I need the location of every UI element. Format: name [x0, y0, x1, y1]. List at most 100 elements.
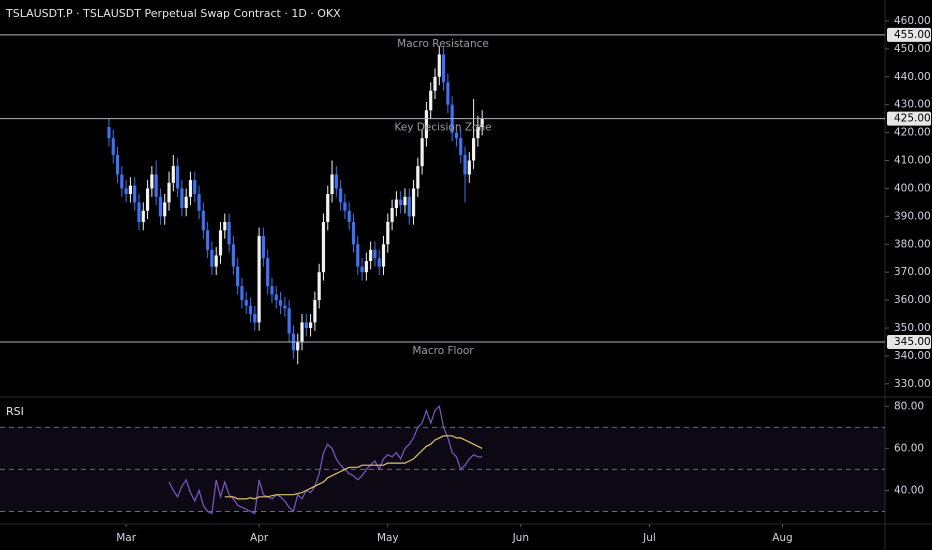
candle-body [411, 188, 416, 217]
candle-body [141, 210, 145, 222]
candle-body [214, 255, 218, 267]
candle-body [424, 110, 429, 139]
y-tick-label: 370.00 [894, 266, 931, 278]
candle-body [257, 235, 261, 323]
candle-body [304, 322, 308, 329]
candle-body [163, 202, 167, 217]
x-tick-label: May [377, 532, 399, 544]
candle-body [223, 221, 227, 231]
candle-body [107, 127, 111, 139]
candle-body [154, 174, 158, 197]
candle-body [120, 174, 124, 189]
candle-body [278, 300, 283, 306]
x-tick-label: Mar [116, 532, 136, 544]
y-tick-label: 390.00 [894, 210, 931, 222]
candle-body [137, 202, 141, 222]
candle-body [167, 182, 171, 203]
candle-body [369, 249, 373, 262]
candle-body [210, 249, 214, 267]
level-label-box [887, 27, 931, 42]
y-tick-label: 350.00 [894, 322, 931, 334]
candle-body [184, 196, 188, 208]
x-tick-label: Apr [250, 532, 269, 544]
candle-body [197, 194, 201, 211]
y-tick-label: 360.00 [894, 294, 931, 306]
candle-body [364, 261, 368, 273]
candle-body [231, 244, 235, 267]
rsi-line [168, 405, 483, 515]
candle-body [158, 196, 163, 217]
candle-body [381, 244, 386, 267]
candle-body [480, 118, 484, 128]
y-tick-label: 450.00 [894, 43, 931, 55]
candle-body [180, 188, 184, 208]
x-tick-label: Jun [512, 532, 529, 544]
candle-body [463, 154, 467, 175]
candle-body [459, 138, 463, 155]
y-tick-label: 40.00 [894, 484, 924, 496]
candle-body [300, 322, 304, 342]
y-tick-label: 430.00 [894, 99, 931, 111]
candle-body [399, 199, 403, 206]
x-tick-label: Aug [772, 532, 793, 544]
candle-body [433, 76, 437, 91]
candle-body [236, 266, 240, 287]
candle-body [416, 166, 420, 189]
rsi-line [224, 435, 483, 500]
candle-body [446, 82, 450, 105]
candle-body [360, 266, 364, 273]
chart-title: TSLAUSDT.P · TSLAUSDT Perpetual Swap Con… [5, 7, 341, 20]
candle-body [454, 132, 459, 139]
candle-body [188, 180, 193, 197]
candle-body [339, 188, 343, 203]
candle-body [317, 272, 321, 301]
candle-body [373, 249, 377, 259]
candle-body [467, 160, 471, 175]
level-label: 425.00 [894, 113, 931, 125]
candle-body [193, 180, 197, 195]
candle-body [407, 196, 411, 217]
candle-body [437, 54, 441, 77]
pane-title: RSI [6, 405, 24, 418]
y-tick-label: 340.00 [894, 350, 931, 362]
candle-body [356, 244, 360, 267]
candle-body [133, 185, 137, 203]
candle-body [287, 308, 291, 334]
candle-body [472, 138, 476, 161]
candle-body [115, 154, 120, 175]
candle-body [429, 90, 433, 111]
candle-body [403, 196, 407, 206]
candle-body [201, 210, 205, 231]
candle-body [150, 174, 154, 189]
candle-body [330, 174, 334, 195]
candle-body [176, 166, 180, 189]
candle-body [390, 207, 394, 222]
level-annotation: Macro Resistance [397, 38, 489, 50]
candle-body [244, 300, 248, 306]
candle-body [476, 127, 480, 139]
candle-body [111, 138, 115, 155]
y-tick-label: 420.00 [894, 127, 931, 139]
y-tick-label: 380.00 [894, 238, 931, 250]
candle-body [313, 300, 317, 323]
candle-body [218, 230, 223, 256]
candle-body [248, 305, 253, 315]
level-label-box [887, 111, 931, 126]
candle-body [347, 210, 351, 222]
candle-body [227, 221, 231, 245]
candle-body [334, 174, 338, 189]
candle-body [394, 199, 398, 208]
level-annotation: Macro Floor [412, 345, 474, 357]
y-tick-label: 460.00 [894, 15, 931, 27]
candle-body [145, 188, 150, 211]
candle-body [206, 230, 210, 250]
y-tick-label: 330.00 [894, 378, 931, 390]
level-label: 345.00 [894, 336, 931, 348]
candle-body [124, 188, 128, 195]
level-annotation: Key Decision Zone [394, 122, 491, 134]
candle-body [351, 221, 356, 245]
candle-body [386, 221, 390, 245]
y-tick-label: 440.00 [894, 71, 931, 83]
